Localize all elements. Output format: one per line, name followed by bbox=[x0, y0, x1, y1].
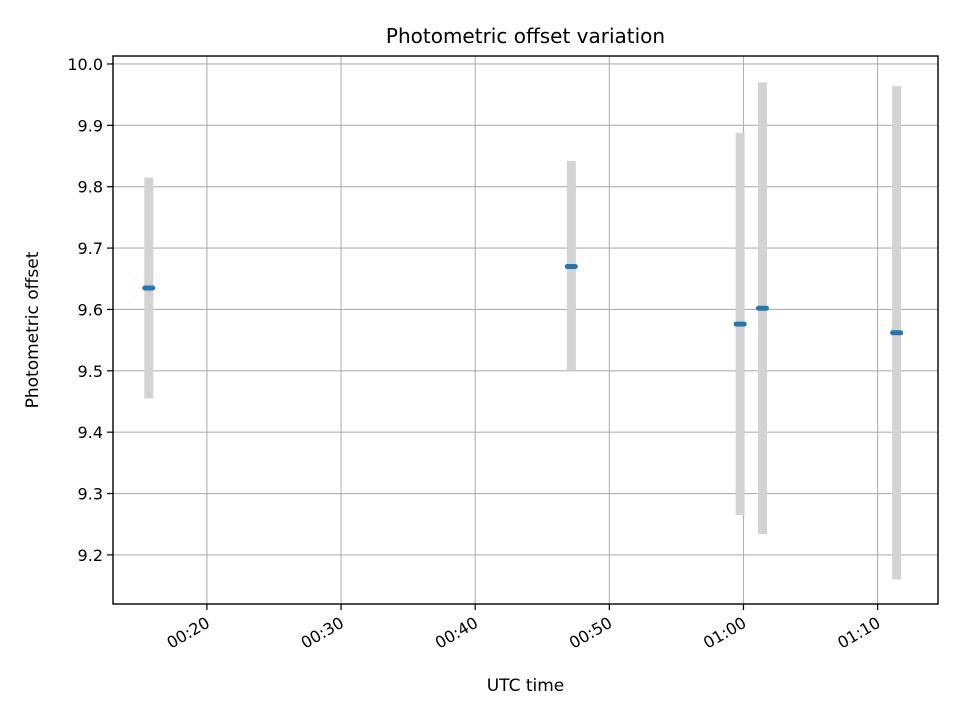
data-points bbox=[142, 263, 904, 336]
y-axis-label: Photometric offset bbox=[23, 251, 43, 408]
y-tick-label: 9.2 bbox=[78, 546, 103, 565]
y-tick-label: 9.6 bbox=[78, 300, 103, 319]
y-tick-label: 9.4 bbox=[78, 423, 103, 442]
y-tick-label: 9.8 bbox=[78, 178, 103, 197]
chart-title: Photometric offset variation bbox=[386, 24, 665, 48]
y-tick-label: 10.0 bbox=[67, 55, 103, 74]
axes-frame bbox=[112, 55, 939, 605]
y-tick-label: 9.5 bbox=[78, 362, 103, 381]
x-axis-label: UTC time bbox=[487, 676, 565, 696]
y-tick-label: 9.3 bbox=[78, 485, 103, 504]
y-tick-label: 9.7 bbox=[78, 239, 103, 258]
y-tick-label: 9.9 bbox=[78, 116, 103, 135]
